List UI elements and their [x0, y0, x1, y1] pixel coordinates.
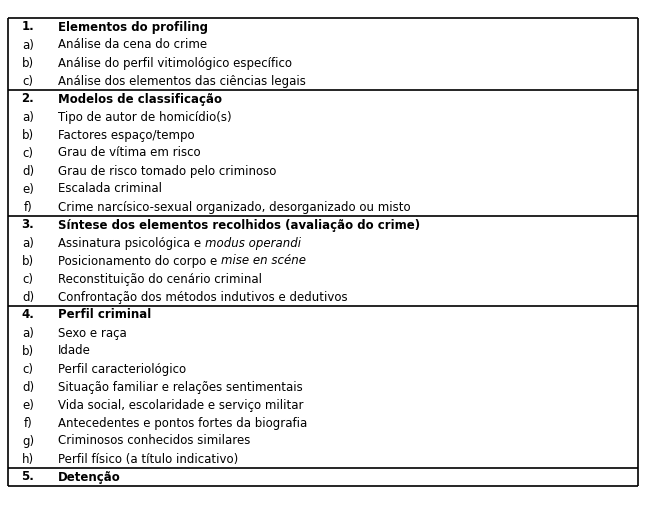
- Text: Perfil caracteriológico: Perfil caracteriológico: [58, 363, 186, 375]
- Text: c): c): [23, 75, 34, 87]
- Text: Vida social, escolaridade e serviço militar: Vida social, escolaridade e serviço mili…: [58, 399, 304, 411]
- Text: c): c): [23, 363, 34, 375]
- Text: Posicionamento do corpo e: Posicionamento do corpo e: [58, 254, 221, 268]
- Text: Grau de risco tomado pelo criminoso: Grau de risco tomado pelo criminoso: [58, 164, 276, 178]
- Text: 3.: 3.: [21, 218, 34, 232]
- Text: Crime narcísico-sexual organizado, desorganizado ou misto: Crime narcísico-sexual organizado, desor…: [58, 200, 411, 214]
- Text: Escalada criminal: Escalada criminal: [58, 182, 162, 196]
- Text: 1.: 1.: [21, 21, 34, 33]
- Text: e): e): [22, 182, 34, 196]
- Text: Factores espaço/tempo: Factores espaço/tempo: [58, 128, 194, 142]
- Text: a): a): [22, 236, 34, 250]
- Text: a): a): [22, 110, 34, 123]
- Text: b): b): [22, 344, 34, 358]
- Text: e): e): [22, 399, 34, 411]
- Text: Elementos do profiling: Elementos do profiling: [58, 21, 208, 33]
- Text: modus operandi: modus operandi: [205, 236, 301, 250]
- Text: b): b): [22, 254, 34, 268]
- Text: 4.: 4.: [21, 308, 34, 322]
- Text: Análise do perfil vitimológico específico: Análise do perfil vitimológico específic…: [58, 57, 292, 69]
- Text: d): d): [22, 164, 34, 178]
- Text: Perfil criminal: Perfil criminal: [58, 308, 151, 322]
- Text: Sexo e raça: Sexo e raça: [58, 326, 127, 340]
- Text: Antecedentes e pontos fortes da biografia: Antecedentes e pontos fortes da biografi…: [58, 417, 307, 429]
- Text: Situação familiar e relações sentimentais: Situação familiar e relações sentimentai…: [58, 381, 303, 393]
- Text: a): a): [22, 326, 34, 340]
- Text: d): d): [22, 381, 34, 393]
- Text: b): b): [22, 128, 34, 142]
- Text: Modelos de classificação: Modelos de classificação: [58, 93, 222, 105]
- Text: g): g): [22, 435, 34, 447]
- Text: Reconstituição do cenário criminal: Reconstituição do cenário criminal: [58, 272, 262, 286]
- Text: Confrontação dos métodos indutivos e dedutivos: Confrontação dos métodos indutivos e ded…: [58, 290, 348, 304]
- Text: a): a): [22, 39, 34, 51]
- Text: c): c): [23, 146, 34, 160]
- Text: f): f): [23, 417, 32, 429]
- Text: Idade: Idade: [58, 344, 91, 358]
- Text: f): f): [23, 200, 32, 214]
- Text: 5.: 5.: [21, 471, 34, 483]
- Text: Perfil físico (a título indicativo): Perfil físico (a título indicativo): [58, 453, 239, 465]
- Text: 2.: 2.: [21, 93, 34, 105]
- Text: Análise dos elementos das ciências legais: Análise dos elementos das ciências legai…: [58, 75, 306, 87]
- Text: Grau de vítima em risco: Grau de vítima em risco: [58, 146, 201, 160]
- Text: Detenção: Detenção: [58, 471, 121, 483]
- Text: c): c): [23, 272, 34, 286]
- Text: h): h): [22, 453, 34, 465]
- Text: b): b): [22, 57, 34, 69]
- Text: Assinatura psicológica e: Assinatura psicológica e: [58, 236, 205, 250]
- Text: Tipo de autor de homicídio(s): Tipo de autor de homicídio(s): [58, 110, 231, 123]
- Text: Criminosos conhecidos similares: Criminosos conhecidos similares: [58, 435, 250, 447]
- Text: mise en scéne: mise en scéne: [221, 254, 306, 268]
- Text: d): d): [22, 290, 34, 304]
- Text: Análise da cena do crime: Análise da cena do crime: [58, 39, 207, 51]
- Text: Síntese dos elementos recolhidos (avaliação do crime): Síntese dos elementos recolhidos (avalia…: [58, 218, 420, 232]
